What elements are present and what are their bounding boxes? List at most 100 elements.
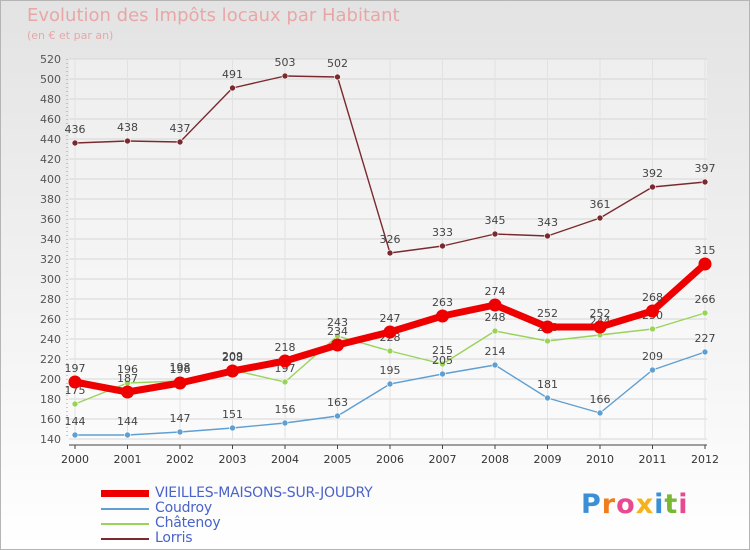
data-point — [281, 378, 289, 386]
data-point — [281, 72, 289, 80]
data-label: 196 — [117, 363, 138, 376]
data-point — [124, 431, 131, 439]
data-point — [226, 364, 239, 378]
x-tick-label: 2009 — [534, 453, 562, 466]
data-point — [649, 325, 656, 333]
data-point — [436, 309, 449, 323]
data-label: 248 — [485, 311, 506, 324]
data-label: 252 — [537, 307, 558, 320]
y-tick-label: 160 — [40, 413, 61, 426]
data-point — [386, 380, 394, 388]
data-point — [121, 385, 134, 399]
y-tick-label: 280 — [40, 293, 61, 306]
data-point — [71, 400, 79, 408]
proxiti-logo: Proxiti — [581, 489, 689, 520]
legend-swatch — [101, 507, 149, 510]
x-tick-label: 2004 — [271, 453, 299, 466]
data-point — [331, 338, 344, 352]
data-point — [278, 354, 292, 368]
x-tick-label: 2005 — [324, 453, 352, 466]
data-point — [71, 431, 79, 439]
data-label: 491 — [222, 68, 243, 81]
x-tick-label: 2006 — [376, 453, 404, 466]
y-tick-label: 200 — [40, 373, 61, 386]
y-tick-label: 380 — [40, 193, 61, 206]
x-tick-label: 2007 — [429, 453, 457, 466]
x-tick-label: 2008 — [481, 453, 509, 466]
y-tick-label: 360 — [40, 213, 61, 226]
series-coudroy: 144 144 147 151 156 163 195 205 214 181 166 209 227 — [65, 332, 716, 439]
legend-swatch — [101, 490, 149, 497]
data-label: 144 — [117, 415, 138, 428]
data-point — [124, 137, 131, 145]
data-label: 209 — [642, 350, 663, 363]
data-point — [229, 84, 236, 92]
logo-letter: o — [616, 489, 636, 520]
data-label: 247 — [380, 312, 401, 325]
chart-subtitle: (en € et par an) — [27, 29, 114, 42]
data-point — [701, 348, 709, 356]
data-point — [386, 347, 394, 355]
legend-label: Châtenoy — [155, 515, 221, 531]
y-tick-label: 320 — [40, 253, 61, 266]
data-label: 268 — [642, 291, 663, 304]
data-label: 234 — [327, 325, 348, 338]
data-label: 195 — [380, 364, 401, 377]
data-label: 503 — [275, 56, 296, 69]
data-point — [281, 419, 289, 427]
legend-label: Lorris — [155, 530, 193, 546]
data-point — [701, 178, 709, 186]
data-label: 215 — [432, 344, 453, 357]
data-label: 166 — [590, 393, 611, 406]
data-label: 333 — [432, 226, 453, 239]
data-point — [649, 366, 656, 374]
legend-item: Lorris — [101, 531, 372, 546]
x-tick-label: 2012 — [691, 453, 719, 466]
data-label: 392 — [642, 167, 663, 180]
data-label: 263 — [432, 296, 453, 309]
x-tick-label: 2010 — [586, 453, 614, 466]
data-label: 205 — [432, 354, 453, 367]
data-label: 214 — [485, 345, 506, 358]
data-label: 315 — [695, 244, 716, 257]
logo-letter: x — [635, 489, 655, 520]
data-label: 196 — [170, 363, 191, 376]
data-point — [334, 412, 341, 420]
logo-letter: i — [678, 489, 689, 520]
data-label: 343 — [537, 216, 558, 229]
y-tick-label: 340 — [40, 233, 61, 246]
data-label: 397 — [695, 162, 716, 175]
data-label: 361 — [590, 198, 611, 211]
data-point — [596, 409, 604, 417]
y-tick-label: 180 — [40, 393, 61, 406]
logo-letter: P — [581, 489, 602, 520]
x-tick-label: 2002 — [166, 453, 194, 466]
legend-item: VIEILLES-MAISONS-SUR-JOUDRY — [101, 486, 373, 501]
chart-title: Evolution des Impôts locaux par Habitant — [27, 5, 400, 26]
y-tick-label: 480 — [40, 93, 61, 106]
data-label: 156 — [275, 403, 296, 416]
data-label: 326 — [380, 233, 401, 246]
y-tick-label: 240 — [40, 333, 61, 346]
y-tick-label: 260 — [40, 313, 61, 326]
data-point — [491, 361, 499, 369]
y-tick-label: 440 — [40, 133, 61, 146]
data-point — [596, 214, 604, 222]
data-point — [646, 304, 659, 318]
logo-letter: t — [664, 489, 679, 520]
data-label: 198 — [170, 361, 191, 374]
data-label: 151 — [222, 408, 243, 421]
data-point — [491, 230, 499, 238]
legend-item: Coudroy — [101, 501, 372, 516]
data-point — [593, 320, 607, 334]
data-point — [439, 360, 446, 368]
data-point — [334, 73, 341, 81]
data-point — [68, 375, 82, 389]
series-lorris: 436 438 437 491 503 502 326 333 345 343 361 392 397 — [65, 56, 716, 257]
data-point — [649, 183, 656, 191]
data-point — [488, 298, 502, 312]
data-label: 208 — [222, 351, 243, 364]
data-label: 437 — [170, 122, 191, 135]
